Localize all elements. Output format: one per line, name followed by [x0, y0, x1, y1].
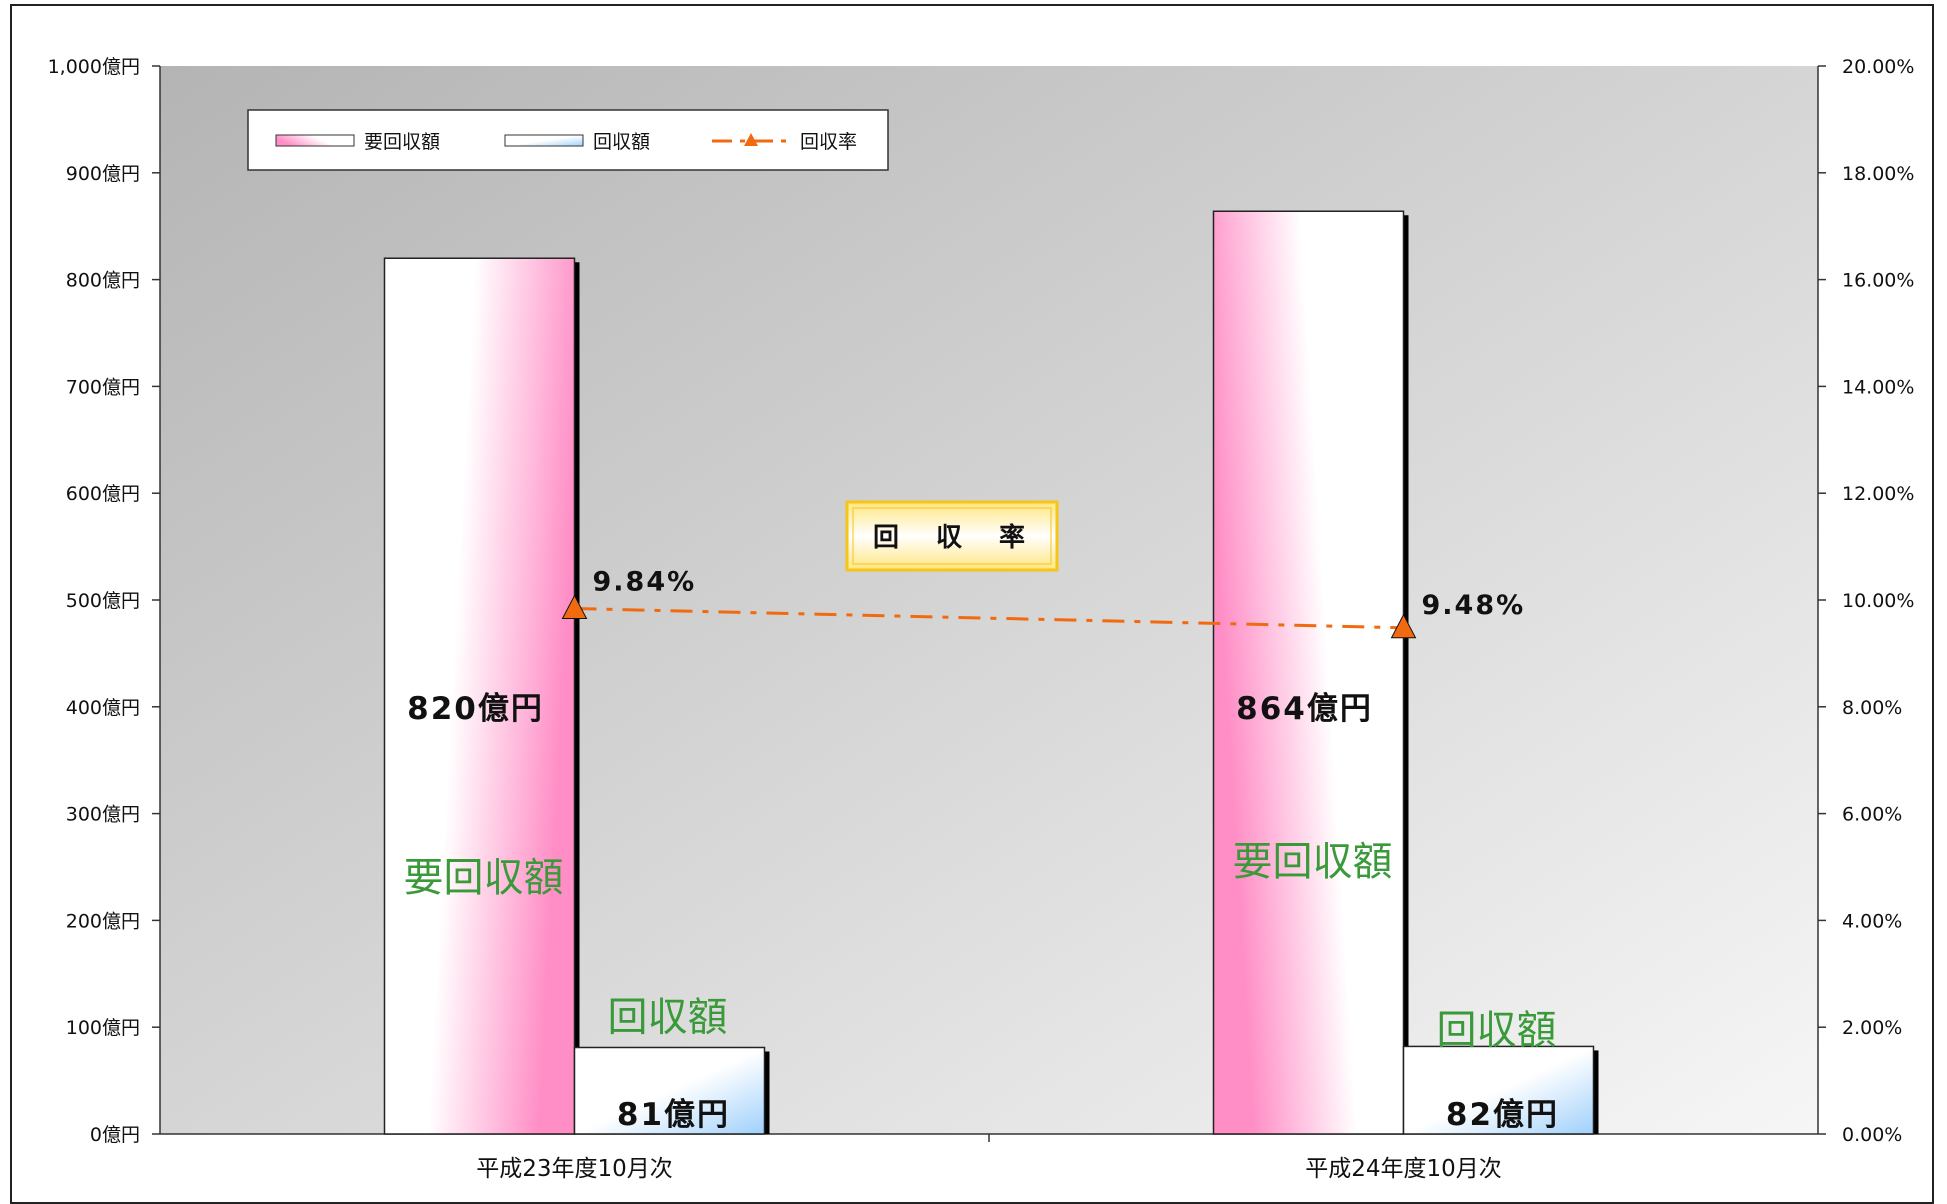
left-tick-label: 300億円 [66, 804, 140, 826]
left-axis-ticks: 0億円 100億円 200億円 300億円 400億円 500億円 600億円 700億円 80… [48, 56, 160, 1146]
required-inner-label: 要回収額 [404, 855, 564, 901]
legend-swatch-blue [504, 134, 584, 147]
right-tick-label: 8.00% [1842, 697, 1902, 719]
legend-swatch-pink [275, 134, 355, 147]
right-tick-label: 14.00% [1842, 376, 1914, 398]
rate-marker [1390, 613, 1417, 639]
rate-value-label: 9.48% [1422, 590, 1526, 621]
bar-collected-amount [573, 1046, 766, 1135]
left-tick-label: 0億円 [90, 1124, 140, 1146]
left-tick-label: 1,000億円 [48, 56, 140, 78]
right-tick-label: 4.00% [1842, 910, 1902, 932]
right-tick-label: 16.00% [1842, 270, 1914, 292]
collected-inner-label: 回収額 [1437, 1007, 1557, 1053]
required-value-label: 864億円 [1236, 691, 1373, 727]
bar-required-amount [1212, 210, 1405, 1135]
category-labels: 平成23年度10月次 平成24年度10月次 [476, 1156, 1502, 1182]
left-tick-label: 500億円 [66, 590, 140, 612]
rate-value-label: 9.84% [593, 567, 697, 598]
right-tick-label: 2.00% [1842, 1017, 1902, 1039]
right-tick-label: 18.00% [1842, 163, 1914, 185]
left-tick-label: 200億円 [66, 910, 140, 932]
required-value-label: 820億円 [407, 691, 544, 727]
legend-label-3: 回収率 [800, 131, 857, 153]
left-tick-label: 800億円 [66, 270, 140, 292]
right-tick-label: 6.00% [1842, 804, 1902, 826]
category-label: 平成24年度10月次 [1305, 1156, 1502, 1182]
bar-collected-amount [1402, 1045, 1595, 1135]
rate-series-line [574, 607, 1404, 630]
bar-required-amount [383, 257, 576, 1135]
collected-inner-label: 回収額 [608, 995, 728, 1041]
rate-badge-label: 回 収 率 [873, 522, 1039, 553]
category-label: 平成23年度10月次 [476, 1156, 673, 1182]
left-tick-label: 400億円 [66, 697, 140, 719]
legend: 要回収額 回収額 回収率 [247, 109, 889, 171]
legend-label-1: 要回収額 [364, 131, 440, 153]
right-axis-ticks: 0.00% 2.00% 4.00% 6.00% 8.00% 10.00% 12.00% 14.… [1818, 56, 1914, 1146]
left-tick-label: 700億円 [66, 376, 140, 398]
collected-value-label: 82億円 [1446, 1097, 1559, 1133]
rate-marker [561, 594, 588, 620]
left-tick-label: 900億円 [66, 163, 140, 185]
collected-value-label: 81億円 [617, 1097, 730, 1133]
right-tick-label: 12.00% [1842, 483, 1914, 505]
legend-label-2: 回収額 [593, 131, 650, 153]
rate-line [561, 594, 1417, 639]
rate-badge: 回 収 率 [845, 500, 1059, 572]
left-tick-label: 600億円 [66, 483, 140, 505]
right-tick-label: 10.00% [1842, 590, 1914, 612]
bars [383, 210, 1599, 1135]
right-tick-label: 20.00% [1842, 56, 1914, 78]
legend-triangle-marker [744, 133, 758, 146]
right-tick-label: 0.00% [1842, 1124, 1902, 1146]
left-tick-label: 100億円 [66, 1017, 140, 1039]
required-inner-label: 要回収額 [1233, 839, 1393, 885]
